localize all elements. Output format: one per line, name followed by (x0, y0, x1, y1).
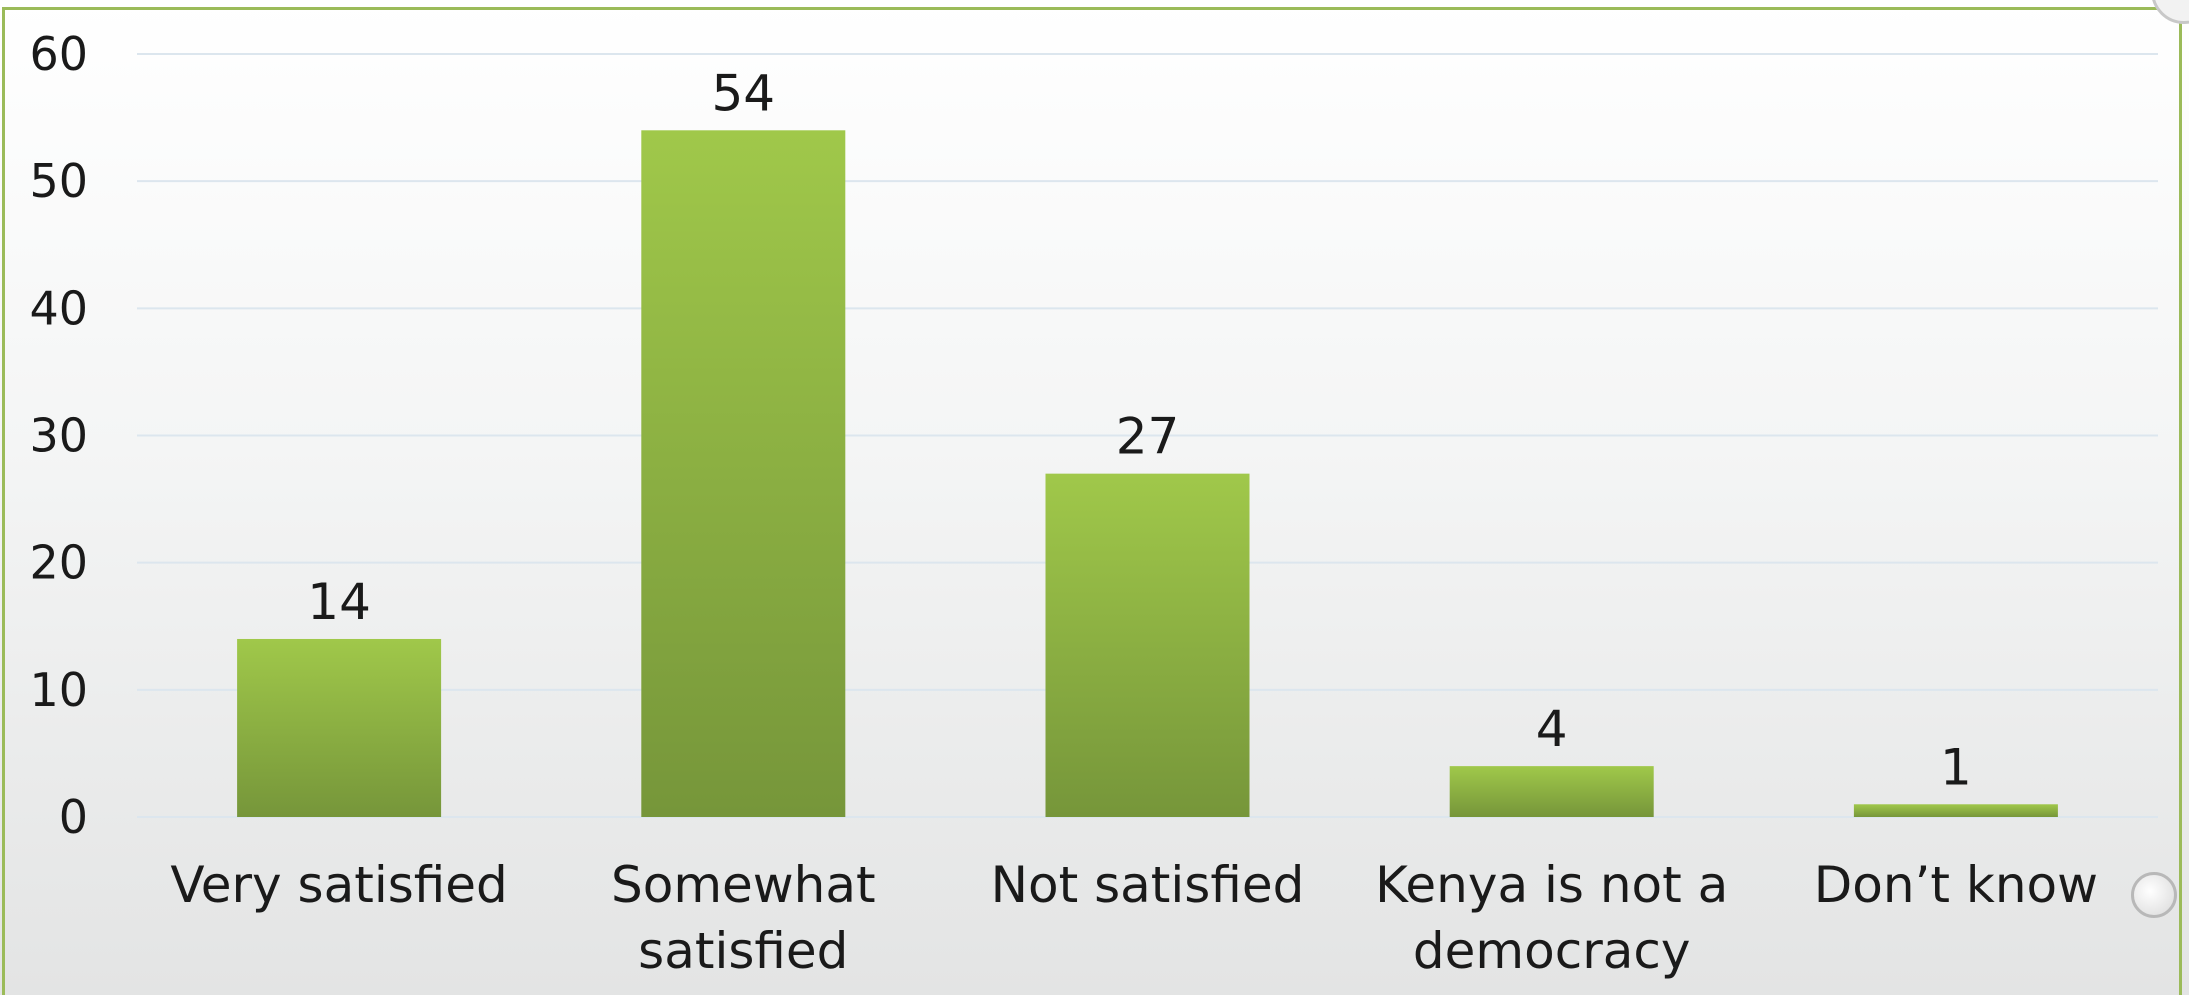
bar (1045, 473, 1250, 817)
bars (237, 130, 2058, 818)
category-label: Don’t know (1814, 856, 2098, 914)
y-tick-label: 20 (29, 536, 88, 590)
category-label: satisfied (638, 922, 848, 980)
data-label: 54 (711, 64, 775, 122)
category-label: Somewhat (611, 856, 876, 914)
bar (1449, 766, 1654, 817)
y-tick-label: 40 (29, 281, 88, 335)
bar (641, 130, 846, 818)
data-labels: 14 54 27 4 1 (307, 64, 1972, 796)
data-label: 27 (1116, 408, 1180, 466)
y-tick-label: 0 (59, 790, 88, 844)
y-tick-label: 60 (29, 27, 88, 81)
y-axis-ticks: 0 10 20 30 40 50 60 (29, 27, 88, 844)
category-label: democracy (1413, 922, 1691, 980)
data-label: 1 (1940, 738, 1972, 796)
chart-frame (2, 7, 2182, 995)
edge-circle-decoration (2131, 872, 2177, 918)
category-label: Kenya is not a (1375, 856, 1728, 914)
y-tick-label: 10 (29, 663, 88, 717)
data-label: 14 (307, 573, 371, 631)
data-label: 4 (1536, 700, 1568, 758)
category-label: Very satisfied (170, 856, 507, 914)
bar (237, 638, 442, 817)
y-tick-label: 30 (29, 409, 88, 463)
y-tick-label: 50 (29, 154, 88, 208)
category-label: Not satisfied (991, 856, 1305, 914)
bar (1853, 804, 2058, 817)
category-labels: Very satisfied Somewhat satisfied Not satis… (170, 856, 2098, 980)
